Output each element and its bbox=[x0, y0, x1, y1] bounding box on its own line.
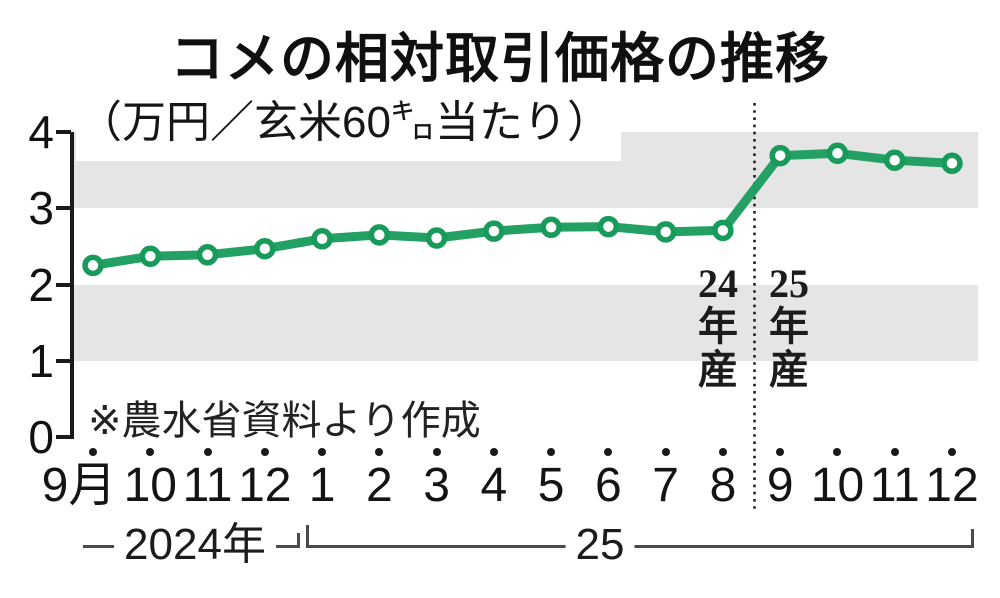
x-tick-dot-12 bbox=[776, 448, 785, 456]
y-tick-label-2: 2 bbox=[28, 258, 54, 311]
year-bracket-2025-start-tick bbox=[306, 525, 309, 548]
harvest-25-line3: 産 bbox=[769, 347, 809, 392]
data-point-marker-2024-09 bbox=[82, 254, 104, 277]
x-month-label-8: 5 bbox=[537, 459, 565, 512]
harvest-label-2025-crop: 25 年 産 bbox=[769, 262, 809, 391]
x-tick-dot-4 bbox=[318, 448, 327, 456]
data-point-marker-2024-10 bbox=[139, 245, 162, 268]
data-point-marker-2025-07 bbox=[654, 221, 677, 243]
x-tick-dot-15 bbox=[948, 448, 956, 456]
y-tick-0 bbox=[56, 435, 71, 439]
data-point-marker-2024-12 bbox=[254, 237, 276, 260]
y-tick-label-3: 3 bbox=[28, 182, 54, 235]
harvest-25-line2: 年 bbox=[769, 304, 809, 349]
data-point-marker-2024-11 bbox=[196, 244, 219, 266]
x-month-label-6: 3 bbox=[423, 459, 450, 512]
x-tick-dot-0 bbox=[89, 448, 97, 456]
y-tick-3 bbox=[56, 206, 71, 211]
x-month-label-2: 11 bbox=[182, 459, 233, 512]
x-tick-dot-10 bbox=[661, 448, 670, 456]
year-bracket-2024-end-tick bbox=[297, 533, 300, 548]
x-tick-dot-8 bbox=[547, 448, 556, 456]
x-tick-dot-14 bbox=[890, 448, 899, 456]
x-month-label-3: 12 bbox=[238, 459, 292, 512]
year-bracket-2025-line bbox=[306, 545, 974, 548]
data-point-marker-2025-03 bbox=[425, 227, 448, 249]
x-tick-dot-2 bbox=[203, 448, 212, 456]
x-tick-dot-13 bbox=[833, 448, 842, 456]
data-point-marker-2025-06 bbox=[597, 215, 620, 238]
chart-title: コメの相対取引価格の推移 bbox=[170, 29, 830, 89]
x-tick-dot-7 bbox=[489, 448, 498, 456]
harvest-24-line3: 産 bbox=[698, 347, 738, 392]
x-tick-dot-1 bbox=[146, 448, 155, 456]
y-tick-2 bbox=[56, 282, 71, 287]
x-tick-dot-5 bbox=[375, 448, 384, 456]
y-tick-4 bbox=[56, 130, 71, 134]
harvest-label-2024-crop: 24 年 産 bbox=[698, 262, 738, 391]
data-point-marker-2025-04 bbox=[483, 220, 505, 242]
x-month-label-13: 10 bbox=[810, 459, 865, 512]
y-axis-unit-label: （万円／玄米60㌔当たり） bbox=[76, 99, 621, 161]
data-point-marker-2025-08 bbox=[712, 219, 734, 242]
x-month-label-10: 7 bbox=[652, 459, 680, 512]
harvest-24-line1: 24 bbox=[698, 261, 738, 306]
y-axis-line bbox=[70, 132, 74, 439]
x-month-label-11: 8 bbox=[709, 459, 737, 512]
data-point-marker-2025-02 bbox=[368, 224, 391, 246]
data-point-marker-2025-05 bbox=[540, 216, 562, 239]
source-note: ※農水省資料より作成 bbox=[88, 399, 481, 443]
x-month-label-12: 9 bbox=[766, 459, 794, 512]
grid-band-1-to-2 bbox=[74, 285, 978, 361]
x-tick-dot-3 bbox=[260, 448, 269, 456]
x-tick-dot-6 bbox=[432, 448, 441, 456]
harvest-25-line1: 25 bbox=[769, 261, 809, 306]
x-month-label-15: 12 bbox=[925, 459, 979, 512]
x-tick-dot-9 bbox=[604, 448, 613, 456]
data-point-marker-2025-01 bbox=[311, 228, 333, 250]
x-month-label-4: 1 bbox=[308, 459, 336, 512]
x-month-label-7: 4 bbox=[480, 459, 508, 512]
harvest-24-line2: 年 bbox=[698, 304, 738, 349]
year-bracket-2025-end-tick bbox=[971, 529, 974, 548]
year-label-2024: 2024年 bbox=[114, 520, 276, 570]
x-month-label-14: 11 bbox=[869, 459, 920, 512]
x-tick-dot-11 bbox=[718, 448, 727, 456]
y-tick-label-0: 0 bbox=[28, 411, 54, 463]
y-tick-label-4: 4 bbox=[28, 106, 54, 158]
y-tick-label-1: 1 bbox=[28, 334, 54, 387]
x-month-label-9: 6 bbox=[595, 459, 622, 512]
x-month-label-5: 2 bbox=[365, 459, 393, 512]
x-month-label-0: 9月 bbox=[41, 459, 117, 512]
y-tick-1 bbox=[56, 358, 71, 363]
x-month-label-1: 10 bbox=[123, 459, 177, 512]
year-label-2025: 25 bbox=[565, 520, 635, 570]
